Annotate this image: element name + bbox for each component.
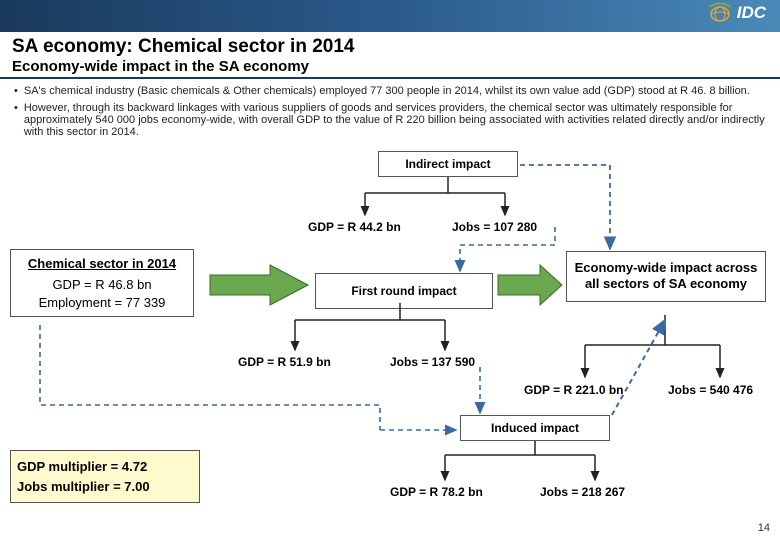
first-round-jobs: Jobs = 137 590	[390, 355, 475, 369]
first-round-label: First round impact	[351, 284, 456, 298]
bullet-text: SA's chemical industry (Basic chemicals …	[24, 85, 750, 97]
indirect-jobs: Jobs = 107 280	[452, 220, 537, 234]
induced-gdp: GDP = R 78.2 bn	[390, 485, 483, 499]
chemical-title: Chemical sector in 2014	[15, 256, 189, 271]
green-arrow-icon	[210, 265, 308, 305]
impact-diagram: Indirect impact GDP = R 44.2 bn Jobs = 1…	[0, 145, 780, 525]
logo-text: IDC	[737, 3, 766, 23]
header-bar: IDC	[0, 0, 780, 32]
economy-wide-gdp: GDP = R 221.0 bn	[524, 383, 624, 397]
chemical-gdp: GDP = R 46.8 bn	[15, 277, 189, 292]
idc-globe-icon	[707, 2, 733, 24]
economy-wide-jobs: Jobs = 540 476	[668, 383, 753, 397]
bullet-item: SA's chemical industry (Basic chemicals …	[14, 85, 766, 97]
indirect-gdp: GDP = R 44.2 bn	[308, 220, 401, 234]
indirect-impact-box: Indirect impact	[378, 151, 518, 177]
induced-label: Induced impact	[491, 421, 579, 435]
green-arrow-icon	[498, 265, 562, 305]
page-subtitle: Economy-wide impact in the SA economy	[0, 58, 780, 79]
economy-wide-title: Economy-wide impact across all sectors o…	[573, 260, 759, 293]
page-number: 14	[758, 522, 770, 534]
bullet-text: However, through its backward linkages w…	[24, 102, 766, 138]
page-title: SA economy: Chemical sector in 2014	[0, 32, 780, 58]
jobs-multiplier: Jobs multiplier = 7.00	[17, 479, 193, 494]
indirect-label: Indirect impact	[405, 157, 490, 171]
chemical-sector-box: Chemical sector in 2014 GDP = R 46.8 bn …	[10, 249, 194, 317]
induced-jobs: Jobs = 218 267	[540, 485, 625, 499]
bullets-list: SA's chemical industry (Basic chemicals …	[0, 79, 780, 145]
multipliers-box: GDP multiplier = 4.72 Jobs multiplier = …	[10, 450, 200, 503]
first-round-box: First round impact	[315, 273, 493, 309]
economy-wide-box: Economy-wide impact across all sectors o…	[566, 251, 766, 302]
chemical-emp: Employment = 77 339	[15, 295, 189, 310]
gdp-multiplier: GDP multiplier = 4.72	[17, 459, 193, 474]
logo: IDC	[707, 2, 766, 24]
induced-box: Induced impact	[460, 415, 610, 441]
bullet-item: However, through its backward linkages w…	[14, 102, 766, 138]
first-round-gdp: GDP = R 51.9 bn	[238, 355, 331, 369]
